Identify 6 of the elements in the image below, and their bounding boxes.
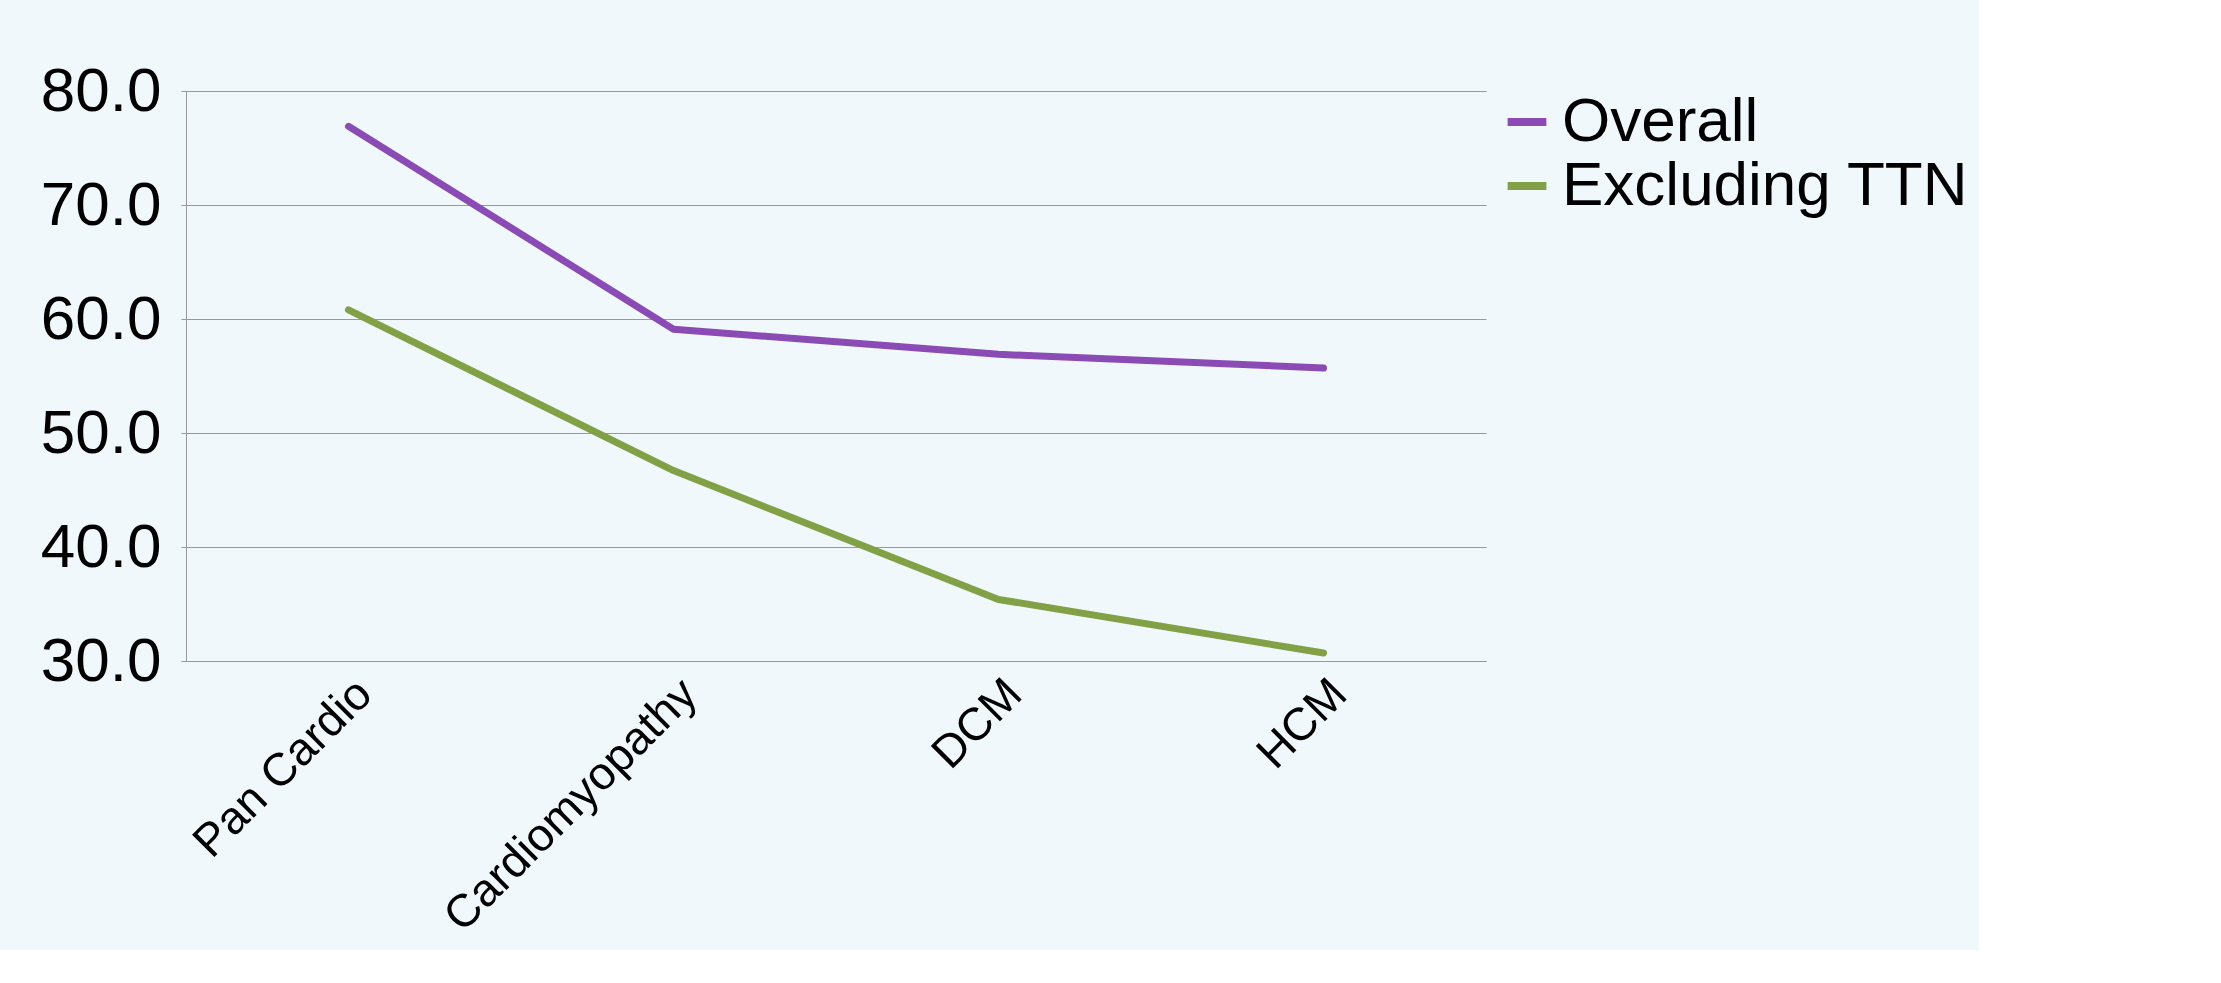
y-tick-label: 80.0 xyxy=(40,54,162,124)
y-tick-label: 30.0 xyxy=(40,624,162,694)
y-tick-label: 70.0 xyxy=(40,168,162,238)
y-tick-label: 40.0 xyxy=(40,510,162,580)
y-tick-label: 50.0 xyxy=(40,396,162,466)
y-tick-label: 60.0 xyxy=(40,282,162,352)
